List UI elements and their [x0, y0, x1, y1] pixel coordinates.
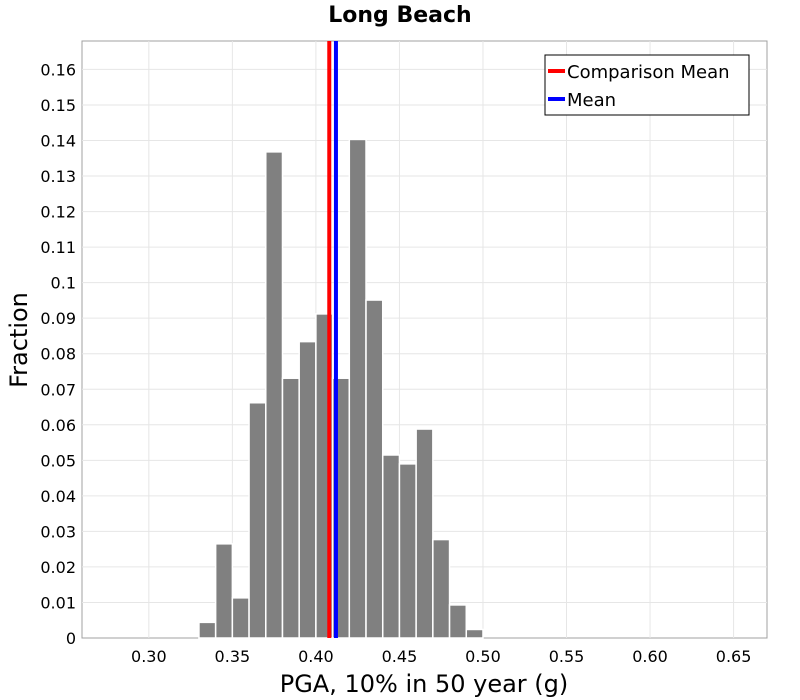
y-tick-labels: 0 0.01 0.02 0.03 0.04 0.05 0.06 0.07 0.08 0.09 0.1…: [40, 60, 76, 648]
histogram-bar: [281, 377, 300, 639]
histogram-bar: [248, 402, 267, 639]
y-tick-label: 0.11: [40, 238, 76, 257]
y-tick-label: 0.14: [40, 132, 76, 151]
legend: Comparison Mean Mean: [544, 54, 750, 116]
histogram-bar: [415, 428, 434, 639]
x-tick-label: 0.65: [716, 647, 752, 666]
y-tick-label: 0.16: [40, 60, 76, 79]
y-tick-label: 0.07: [40, 380, 76, 399]
histogram-bar: [214, 543, 234, 639]
x-tick-label: 0.60: [632, 647, 668, 666]
x-tick-label: 0.55: [549, 647, 585, 666]
y-tick-label: 0.09: [40, 309, 76, 328]
y-tick-label: 0.04: [40, 487, 76, 506]
y-tick-label: 0.02: [40, 558, 76, 577]
y-tick-label: 0.06: [40, 416, 76, 435]
histogram-bar: [298, 340, 317, 639]
histogram-bar: [465, 628, 484, 639]
chart-title: Long Beach: [328, 3, 471, 28]
y-tick-label: 0.1: [51, 274, 76, 293]
histogram-bar: [198, 621, 217, 639]
histogram-bar: [448, 604, 468, 639]
y-tick-label: 0.03: [40, 522, 76, 541]
histogram-bar: [231, 597, 250, 639]
histogram-bar: [381, 454, 401, 639]
histogram-bar: [365, 299, 384, 639]
y-tick-label: 0.01: [40, 593, 76, 612]
x-tick-label: 0.35: [215, 647, 251, 666]
x-tick-label: 0.45: [382, 647, 418, 666]
histogram-bar: [348, 138, 367, 639]
x-tick-labels: 0.30 0.35 0.40 0.45 0.50 0.55 0.60 0.65: [131, 647, 751, 666]
x-axis-label: PGA, 10% in 50 year (g): [280, 670, 569, 698]
x-tick-label: 0.40: [298, 647, 334, 666]
x-tick-label: 0.30: [131, 647, 167, 666]
y-tick-label: 0.08: [40, 345, 76, 364]
y-tick-label: 0.13: [40, 167, 76, 186]
y-tick-label: 0: [66, 629, 76, 648]
histogram-bar: [265, 151, 284, 639]
histogram-bar: [398, 463, 417, 639]
legend-box: [544, 54, 750, 116]
histogram-bars: [198, 138, 484, 639]
legend-label-mean: Mean: [567, 90, 616, 111]
mean-lines: [327, 41, 338, 638]
legend-label-comparison-mean: Comparison Mean: [567, 62, 730, 83]
x-tick-label: 0.50: [465, 647, 501, 666]
histogram-bar: [432, 538, 451, 639]
y-tick-label: 0.12: [40, 203, 76, 222]
y-tick-label: 0.15: [40, 96, 76, 115]
y-tick-label: 0.05: [40, 451, 76, 470]
y-axis-label: Fraction: [5, 292, 33, 388]
